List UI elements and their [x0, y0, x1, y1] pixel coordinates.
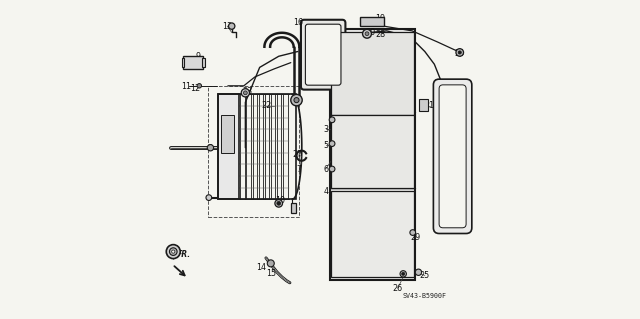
Circle shape	[415, 269, 422, 275]
FancyBboxPatch shape	[305, 24, 341, 85]
Circle shape	[172, 250, 175, 253]
Text: 4: 4	[323, 187, 328, 196]
Circle shape	[243, 91, 247, 95]
Text: 26: 26	[393, 284, 403, 293]
Text: 7: 7	[297, 165, 302, 174]
FancyBboxPatch shape	[301, 20, 346, 90]
Circle shape	[241, 89, 250, 97]
Circle shape	[400, 271, 406, 277]
Text: 16: 16	[292, 19, 303, 27]
Bar	[218, 94, 239, 199]
Text: 29: 29	[410, 233, 420, 242]
Text: 9: 9	[195, 52, 200, 61]
Bar	[330, 29, 415, 280]
Circle shape	[206, 195, 212, 200]
Circle shape	[365, 32, 369, 36]
Circle shape	[410, 230, 415, 235]
Text: 17: 17	[445, 184, 455, 193]
Text: 10: 10	[275, 196, 285, 205]
Text: 15: 15	[266, 269, 276, 278]
Bar	[360, 17, 383, 26]
Text: 25: 25	[420, 271, 430, 280]
Circle shape	[329, 141, 335, 146]
Circle shape	[456, 49, 463, 56]
Text: 11: 11	[181, 82, 191, 91]
Circle shape	[170, 248, 177, 256]
Circle shape	[294, 98, 299, 103]
Text: 8: 8	[208, 144, 213, 153]
Text: 19: 19	[375, 14, 385, 23]
Bar	[331, 115, 413, 188]
Circle shape	[291, 94, 302, 106]
Text: 22: 22	[261, 101, 271, 110]
Bar	[419, 99, 428, 111]
Text: 28: 28	[375, 31, 385, 40]
Circle shape	[166, 245, 180, 259]
Text: FR.: FR.	[177, 250, 191, 259]
Text: 20: 20	[365, 28, 376, 37]
Bar	[221, 115, 234, 153]
Text: 1: 1	[291, 204, 296, 213]
Bar	[208, 86, 299, 217]
Text: 3: 3	[323, 125, 328, 134]
Circle shape	[207, 145, 214, 151]
Bar	[331, 33, 413, 115]
Text: 6: 6	[323, 165, 328, 174]
Bar	[184, 56, 203, 69]
Text: 24: 24	[454, 48, 465, 58]
Text: 21: 21	[424, 101, 435, 110]
FancyBboxPatch shape	[439, 85, 466, 228]
Circle shape	[329, 117, 335, 123]
Bar	[182, 57, 184, 67]
Circle shape	[277, 201, 280, 205]
Circle shape	[228, 23, 235, 29]
Circle shape	[329, 166, 335, 172]
Text: 5: 5	[323, 141, 328, 150]
Text: 18: 18	[168, 247, 179, 256]
Circle shape	[197, 84, 202, 88]
Circle shape	[458, 51, 461, 54]
Bar	[202, 57, 205, 67]
Text: 23: 23	[242, 87, 252, 96]
Circle shape	[402, 272, 405, 275]
Circle shape	[275, 199, 282, 207]
Text: 14: 14	[256, 263, 266, 272]
Bar	[218, 94, 296, 199]
Text: 27: 27	[292, 150, 303, 159]
FancyBboxPatch shape	[433, 79, 472, 234]
Text: SV43-B5900F: SV43-B5900F	[403, 293, 447, 299]
Bar	[291, 203, 296, 213]
Text: 12: 12	[191, 85, 200, 93]
Text: 13: 13	[222, 22, 232, 31]
Circle shape	[362, 29, 371, 38]
Circle shape	[268, 260, 275, 267]
Bar	[331, 191, 413, 277]
